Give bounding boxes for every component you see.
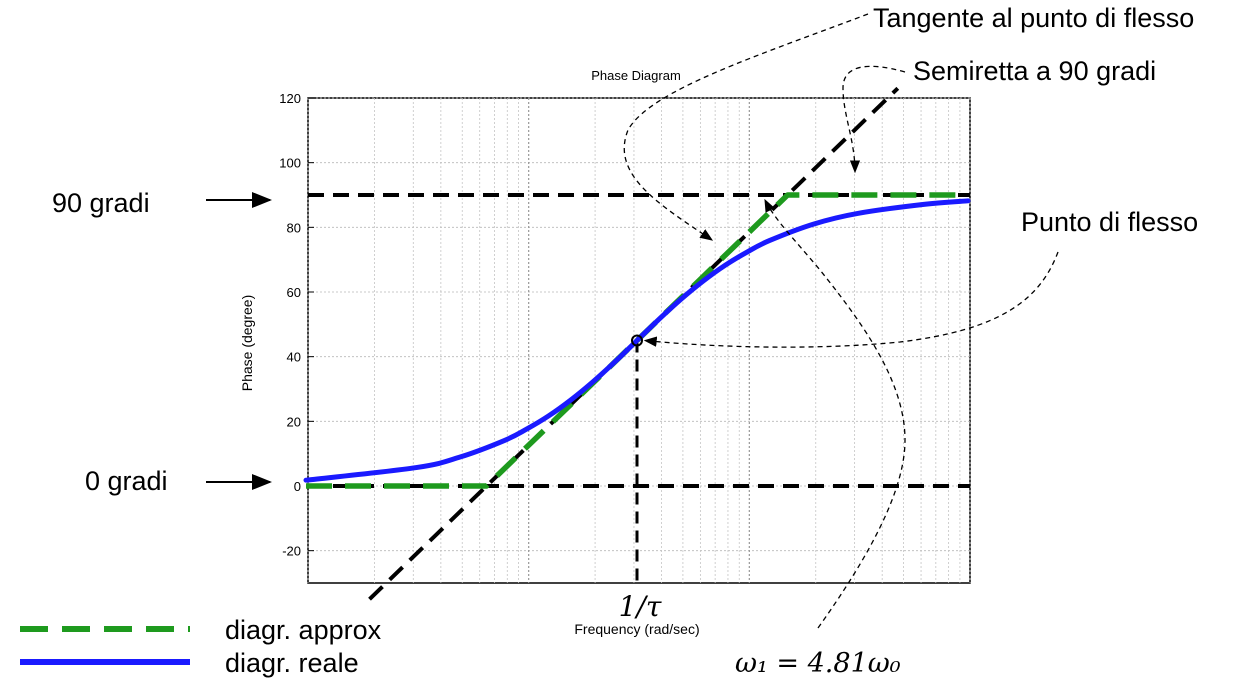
annotation-90-gradi: 90 gradi bbox=[52, 188, 150, 218]
y-tick-label: 20 bbox=[287, 414, 301, 429]
legend-label-approx: diagr. approx bbox=[225, 615, 382, 645]
chart-title: Phase Diagram bbox=[591, 68, 681, 83]
y-tick-label: 100 bbox=[279, 156, 301, 171]
inflection-point-marker bbox=[631, 334, 643, 347]
y-tick-label: 120 bbox=[279, 91, 301, 106]
annotation-0-gradi: 0 gradi bbox=[85, 466, 168, 496]
callout-punto-flesso bbox=[643, 251, 1059, 348]
y-tick-label: 60 bbox=[287, 285, 301, 300]
x-marker-label: 1/τ bbox=[619, 590, 662, 623]
y-tick-label: 80 bbox=[287, 220, 301, 235]
x-axis-label: Frequency (rad/sec) bbox=[574, 621, 699, 637]
callout-semiretta bbox=[842, 65, 906, 174]
annotation-semiretta: Semiretta a 90 gradi bbox=[913, 56, 1156, 86]
annotation-omega: ω₁ = 4.81ω₀ bbox=[735, 648, 901, 679]
callout-curves bbox=[623, 13, 1059, 629]
callout-omega bbox=[764, 198, 906, 629]
y-tick-label: -20 bbox=[282, 544, 301, 559]
y-tick-label: 0 bbox=[294, 479, 301, 494]
y-tick-label: 40 bbox=[287, 350, 301, 365]
y-axis-label: Phase (degree) bbox=[239, 295, 255, 392]
legend: diagr. approx diagr. reale bbox=[20, 615, 382, 678]
annotation-tangente: Tangente al punto di flesso bbox=[873, 3, 1194, 33]
legend-label-reale: diagr. reale bbox=[225, 648, 359, 678]
grid bbox=[307, 97, 971, 583]
callout-tangente bbox=[623, 13, 869, 241]
series-line-reale bbox=[303, 198, 971, 483]
y-axis-ticks: -20 0 20 40 60 80 100 120 bbox=[279, 91, 314, 559]
annotation-punto-flesso: Punto di flesso bbox=[1021, 207, 1198, 237]
series-layer bbox=[303, 192, 971, 489]
series-line-approx bbox=[306, 192, 968, 489]
